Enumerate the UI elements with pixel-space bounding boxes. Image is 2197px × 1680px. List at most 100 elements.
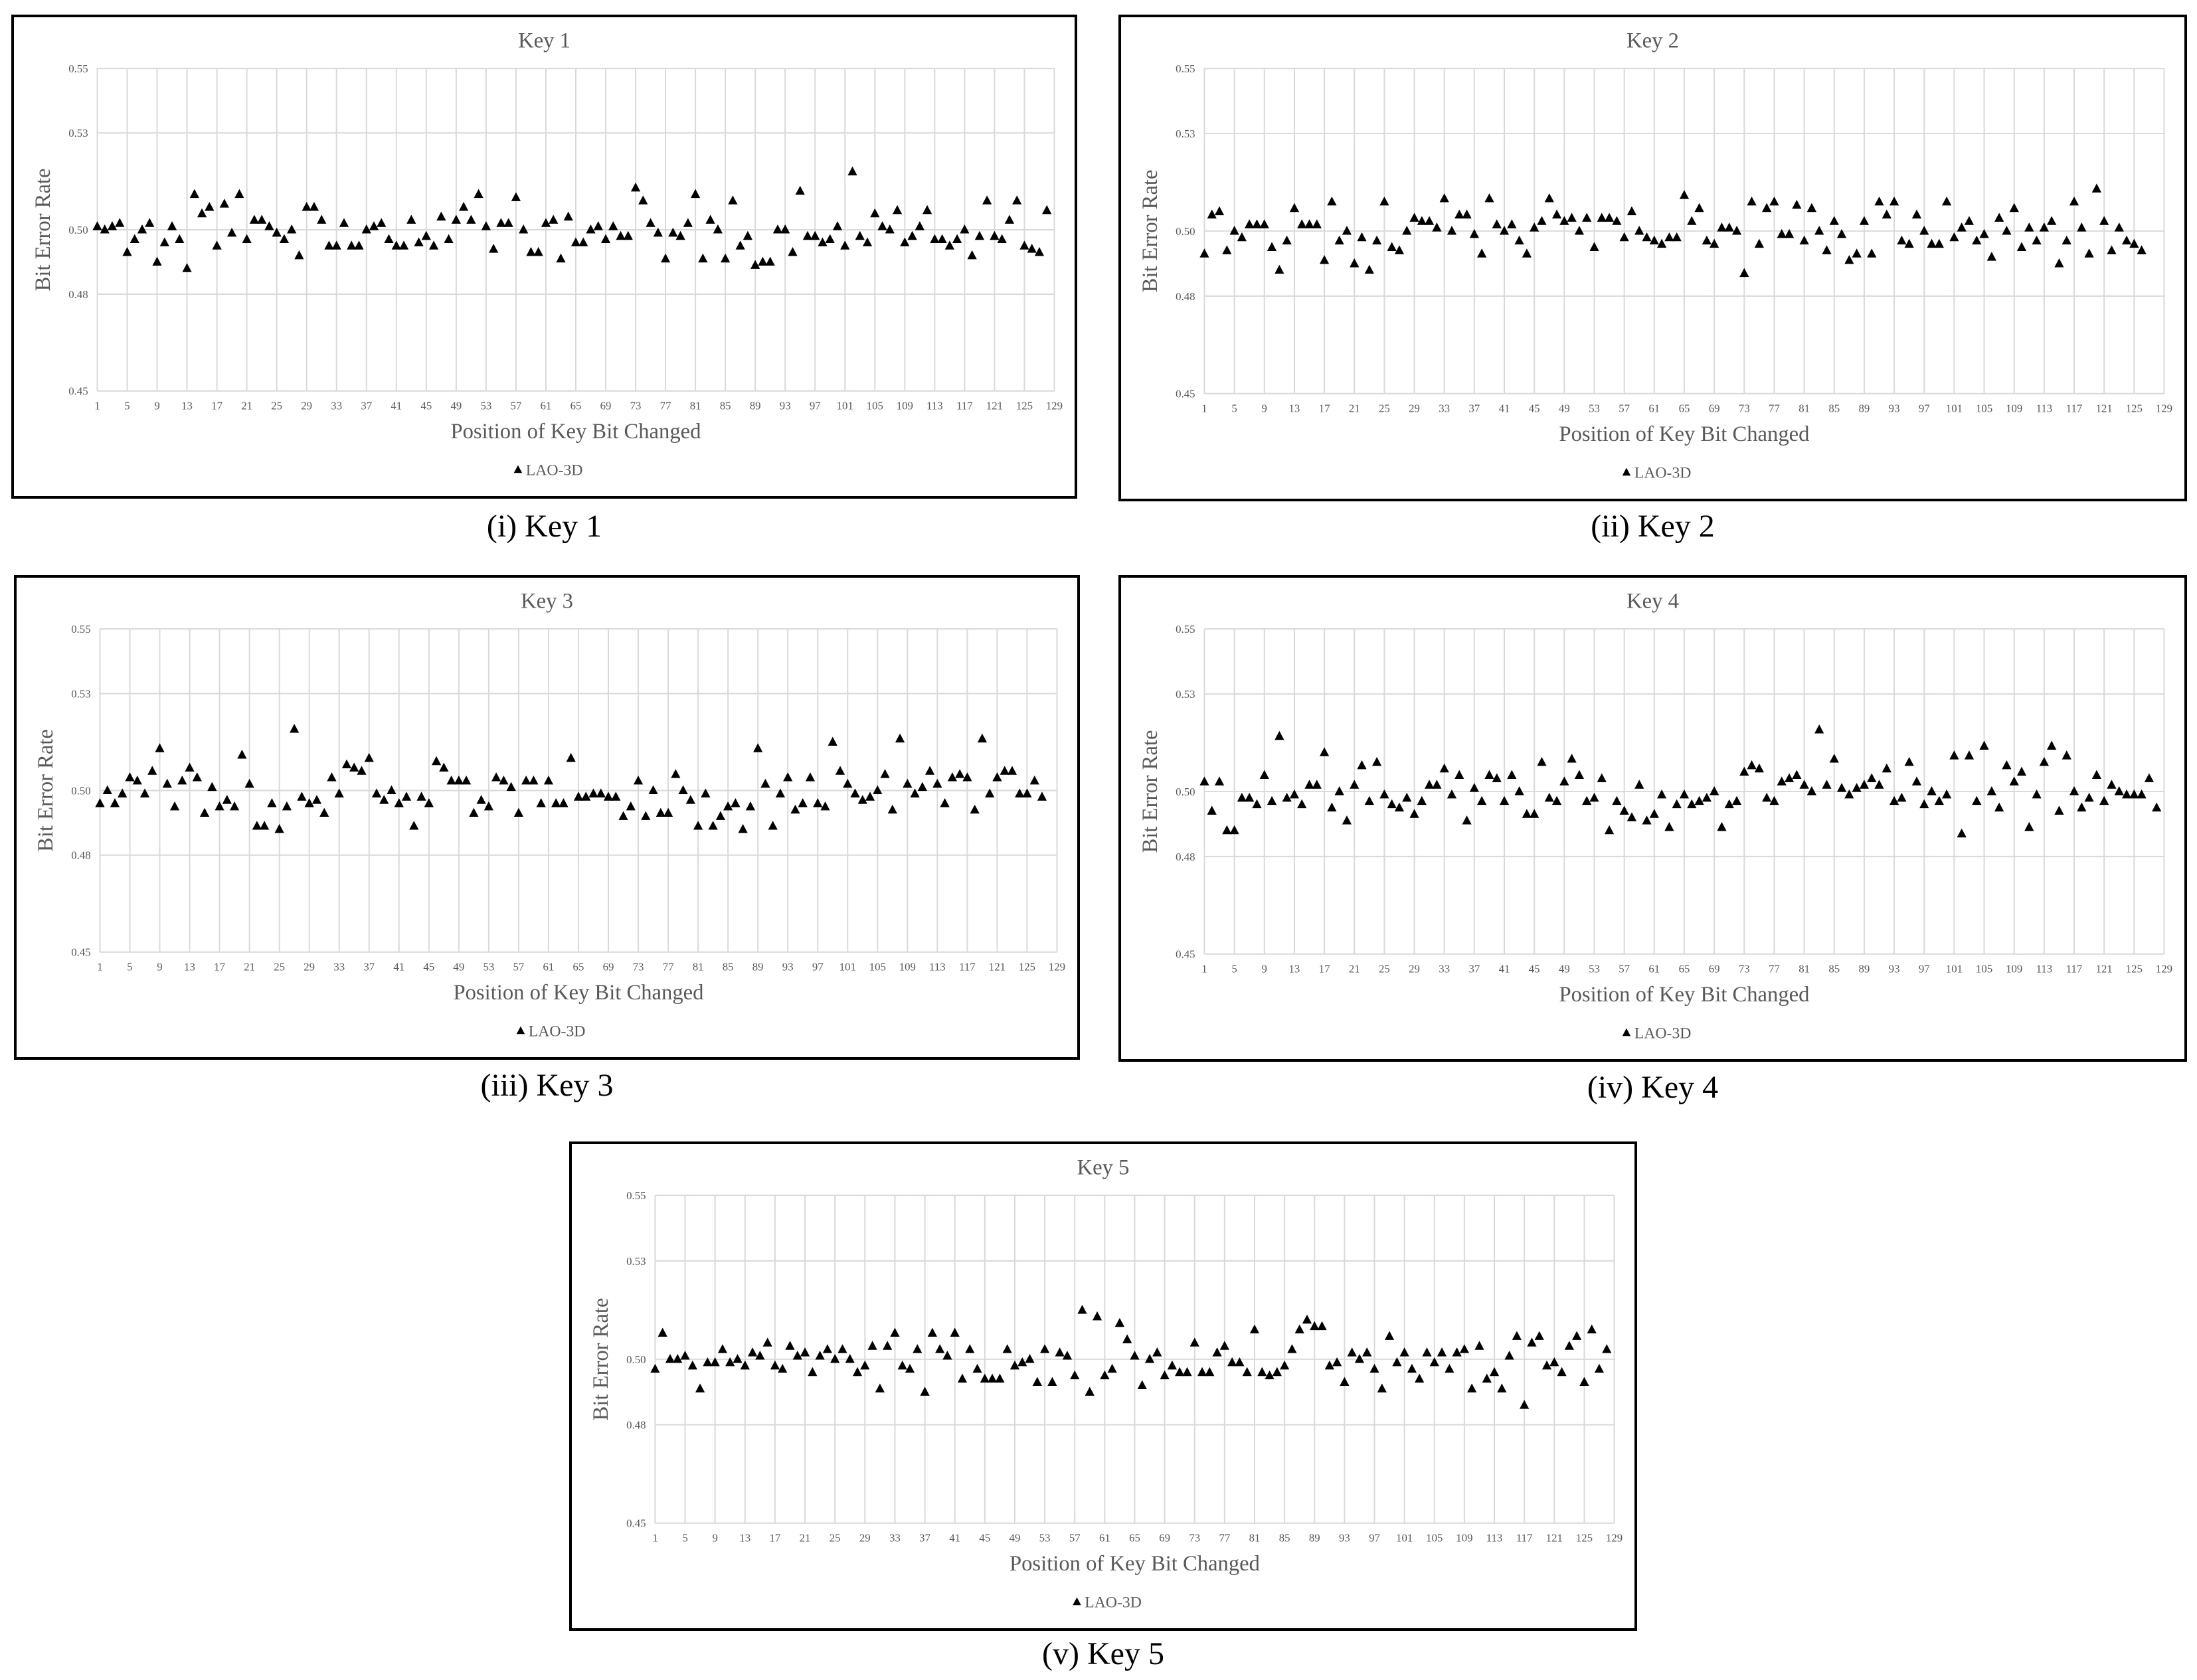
data-point [1379,789,1389,799]
data-point [862,237,873,246]
x-tick-label: 93 [782,960,794,973]
data-point [1377,1383,1387,1392]
data-point [1597,773,1607,782]
data-point [1530,809,1539,818]
x-tick-label: 101 [1946,962,1963,975]
data-point [1579,1377,1589,1386]
data-point [623,230,633,240]
data-point [2137,789,2147,799]
data-point [1664,232,1674,242]
data-point [701,788,711,798]
data-point [1447,789,1457,799]
data-point [290,724,300,733]
data-point [1445,1363,1454,1373]
data-point [1319,747,1330,756]
data-point [1274,730,1284,740]
x-tick-label: 29 [859,1531,871,1544]
x-tick-label: 81 [690,399,701,412]
data-point [1814,724,1824,734]
data-point [708,821,718,830]
data-point [1399,1347,1409,1357]
data-point [687,1360,697,1370]
data-point [2024,821,2034,831]
data-point [900,237,910,246]
data-point [1037,792,1047,801]
x-tick-label: 17 [1319,402,1330,414]
data-point [880,769,890,778]
x-tick-label: 113 [926,399,943,412]
data-point [1042,205,1052,214]
data-point [715,811,725,820]
data-point [2069,196,2079,206]
data-point [1492,219,1502,228]
data-point [1369,1363,1379,1373]
data-point [279,234,290,244]
data-point [1462,209,1472,219]
data-point [1656,238,1667,248]
data-point [1409,809,1419,818]
data-point [860,1360,870,1370]
data-point [1792,199,1802,209]
y-tick-label: 0.53 [1176,688,1195,701]
data-point [1447,226,1457,235]
data-point [1027,244,1037,253]
data-point [1289,203,1300,212]
x-axis-label: Position of Key Bit Changed [453,981,703,1005]
data-point [1227,1357,1237,1367]
data-point [683,218,693,227]
x-axis-label: Position of Key Bit Changed [1559,983,1809,1007]
data-point [2114,222,2124,232]
data-point [496,218,506,227]
data-point [1882,763,1891,773]
data-point [2039,756,2049,766]
data-point [1207,209,1217,219]
data-point [302,202,311,211]
data-point [244,778,254,788]
data-point [835,766,845,775]
data-point [837,1344,847,1353]
data-point [1626,206,1637,216]
data-point [703,1357,713,1367]
x-tick-label: 61 [541,399,552,412]
data-point [1934,238,1944,248]
data-point [1567,754,1577,763]
data-point [832,221,843,230]
y-axis-label: Bit Error Rate [34,729,58,852]
data-point [159,237,169,246]
x-tick-label: 113 [1486,1531,1503,1544]
data-point [977,733,988,743]
data-point [1852,783,1862,792]
data-point [845,1354,855,1363]
data-point [1957,828,1967,838]
data-point [1522,248,1532,258]
data-point [409,821,419,830]
x-tick-label: 65 [573,960,584,973]
y-tick-label: 0.50 [71,784,90,797]
x-tick-label: 109 [897,399,913,412]
y-axis-label: Bit Error Rate [1138,170,1162,293]
data-point [1425,216,1435,225]
x-tick-label: 41 [1499,962,1510,975]
data-point [1762,203,1772,212]
data-point [364,752,374,762]
data-point [905,1363,915,1373]
data-point [1679,789,1690,799]
data-point [847,166,857,176]
data-point [1245,792,1255,802]
data-point [1769,796,1779,805]
data-point [481,221,491,230]
data-point [1634,226,1644,235]
data-point [897,1360,907,1370]
data-point [115,218,125,227]
chart-panel-key-5: 0.45 0.48 0.50 0.53 0.55 1 5 9 13 17 21 25 29 33 37 41 4… [569,1141,1637,1631]
data-point [713,224,723,234]
data-point [1130,1351,1140,1360]
data-point [1919,799,1929,809]
x-tick-label: 45 [1529,402,1540,414]
x-tick-label: 89 [752,960,764,973]
x-tick-label: 41 [1499,402,1510,414]
data-point [935,1344,945,1353]
data-point [950,1327,960,1337]
data-point [1549,1357,1559,1367]
data-point [1852,248,1862,258]
